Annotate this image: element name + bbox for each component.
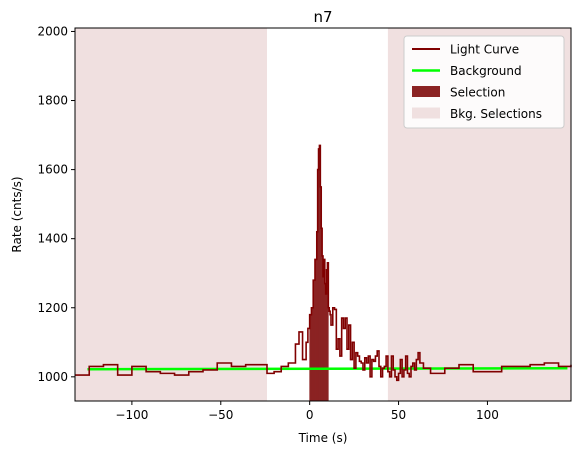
- x-ticks: −100 −50 0 50 100: [115, 401, 499, 422]
- legend-box: [403, 35, 565, 129]
- legend: Light Curve Background Selection Bkg. Selec…: [403, 35, 565, 129]
- y-tick-label: 1800: [37, 94, 68, 108]
- x-tick-label: −50: [208, 408, 233, 422]
- x-tick-label: −100: [115, 408, 148, 422]
- legend-label: Selection: [450, 86, 505, 100]
- y-tick-label: 1000: [37, 370, 68, 384]
- background-layer: [87, 366, 568, 371]
- x-tick-label: 0: [306, 408, 314, 422]
- chart-title: n7: [313, 8, 332, 26]
- axes-frame: [74, 27, 572, 402]
- y-axis-label: Rate (cnts/s): [10, 176, 24, 252]
- legend-swatch: [412, 107, 440, 119]
- x-tick-label: 100: [476, 408, 499, 422]
- bkg-selection-region-0: [75, 28, 267, 401]
- y-ticks: 1000 1200 1400 1600 1800 2000: [37, 24, 75, 384]
- light-curve-layer: [75, 144, 572, 382]
- background-line: [87, 366, 568, 371]
- y-tick-label: 1400: [37, 232, 68, 246]
- light-curve-line: [75, 144, 572, 382]
- y-tick-label: 2000: [37, 24, 68, 38]
- legend-swatch: [412, 86, 440, 97]
- x-tick-label: 50: [391, 408, 406, 422]
- legend-label: Background: [450, 64, 522, 78]
- x-axis-label: Time (s): [298, 431, 348, 445]
- legend-label: Bkg. Selections: [450, 107, 542, 121]
- y-tick-label: 1600: [37, 163, 68, 177]
- legend-label: Light Curve: [450, 43, 519, 57]
- y-tick-label: 1200: [37, 301, 68, 315]
